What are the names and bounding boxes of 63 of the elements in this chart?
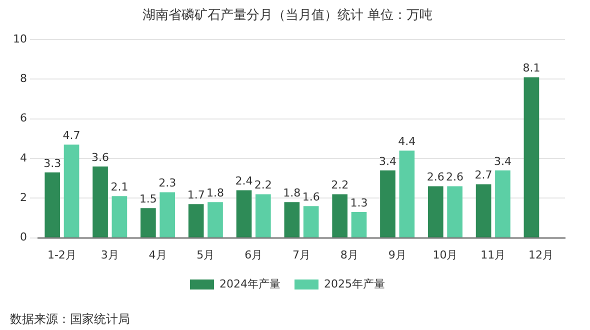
data-label: 1.3 — [350, 196, 368, 210]
x-tick-label: 7月 — [292, 248, 310, 262]
x-tick-label: 12月 — [528, 248, 554, 262]
bar — [160, 192, 176, 238]
data-label: 1.8 — [206, 186, 224, 200]
data-label: 3.4 — [494, 154, 512, 168]
bar — [140, 208, 156, 238]
bar — [495, 170, 510, 238]
chart-title: 湖南省磷矿石产量分月（当月值）统计 单位：万吨 — [142, 8, 433, 24]
data-label: 1.7 — [187, 188, 205, 202]
data-label: 3.4 — [378, 154, 396, 168]
source-note: 数据来源：国家统计局 — [10, 312, 130, 326]
x-tick-label: 6月 — [244, 248, 263, 262]
data-label: 2.1 — [110, 180, 128, 194]
x-tick-label: 1-2月 — [47, 248, 76, 262]
bar — [524, 77, 540, 238]
bar — [332, 194, 348, 238]
data-label: 2.4 — [235, 174, 253, 188]
bar — [92, 166, 108, 238]
bar — [447, 186, 462, 238]
x-tick-label: 4月 — [148, 248, 167, 262]
y-tick-label: 2 — [20, 191, 27, 204]
y-tick-label: 0 — [20, 230, 27, 244]
bar — [44, 172, 60, 238]
bar — [112, 196, 128, 238]
data-label: 2.2 — [331, 178, 349, 192]
data-label: 2.2 — [254, 178, 272, 192]
data-label: 4.7 — [62, 129, 80, 142]
bar — [399, 150, 415, 238]
x-tick-label: 11月 — [480, 248, 506, 262]
data-label: 2.7 — [474, 168, 492, 182]
y-tick-label: 10 — [12, 32, 27, 46]
bar — [236, 190, 252, 238]
bar — [284, 202, 300, 238]
bar — [380, 170, 396, 238]
data-label: 8.1 — [522, 62, 540, 75]
data-label: 2.6 — [426, 170, 444, 184]
bar — [476, 184, 492, 238]
y-tick-label: 6 — [20, 112, 27, 125]
x-tick-label: 3月 — [100, 248, 119, 262]
data-label: 1.8 — [283, 186, 301, 200]
data-label: 1.5 — [139, 192, 157, 206]
bar — [351, 212, 367, 238]
x-tick-label: 9月 — [388, 248, 406, 262]
x-tick-label: 5月 — [196, 248, 215, 262]
data-label: 4.4 — [398, 134, 416, 148]
x-tick-label: 8月 — [340, 248, 358, 262]
x-tick-label: 10月 — [432, 248, 458, 262]
y-tick-label: 8 — [20, 72, 27, 86]
data-label: 2.3 — [158, 176, 176, 190]
legend-label: 2024年产量 — [220, 277, 281, 290]
bar — [428, 186, 444, 238]
legend-label: 2025年产量 — [324, 277, 385, 290]
data-label: 1.6 — [302, 190, 320, 204]
bar — [208, 202, 223, 238]
data-label: 3.3 — [44, 156, 62, 170]
data-label: 2.6 — [446, 170, 464, 184]
bar — [64, 144, 80, 238]
data-label: 3.6 — [92, 150, 110, 164]
bar — [256, 194, 271, 238]
y-tick-label: 4 — [20, 151, 27, 164]
bar — [188, 204, 204, 238]
bar — [303, 206, 319, 238]
